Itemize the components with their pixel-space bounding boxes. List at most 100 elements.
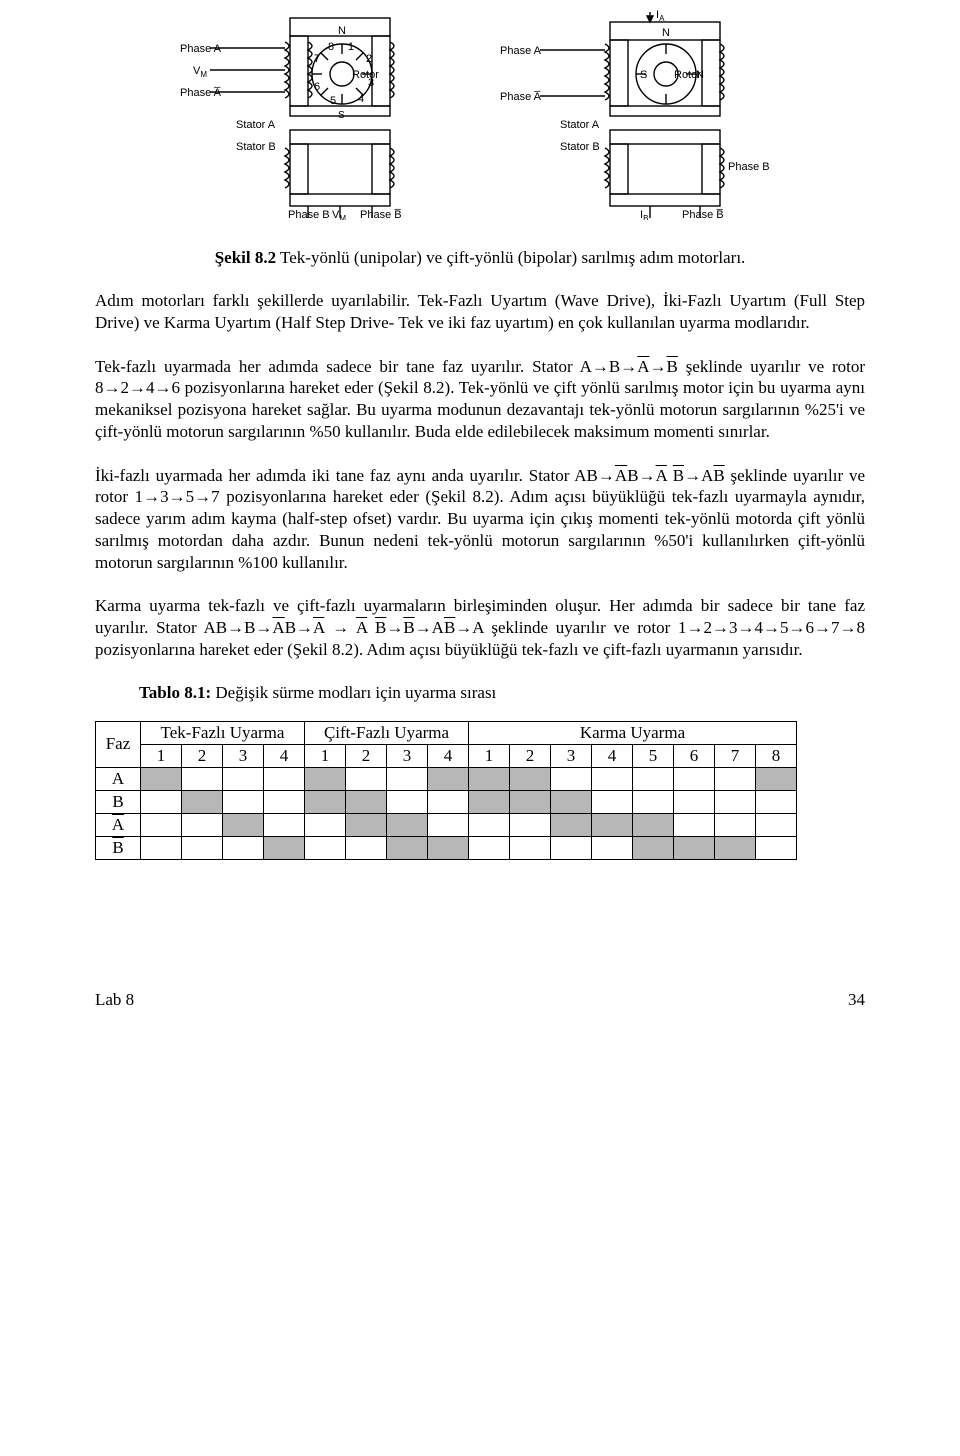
svg-text:IB: IB (640, 209, 648, 220)
svg-text:Phase A̅: Phase A̅ (500, 91, 542, 103)
table-cell (182, 813, 223, 836)
table-cell (346, 836, 387, 859)
table-cell (674, 790, 715, 813)
table-cell (141, 767, 182, 790)
table-cell (387, 836, 428, 859)
table-cell (756, 767, 797, 790)
table-cell (346, 790, 387, 813)
svg-text:1: 1 (348, 41, 354, 53)
label-stator-a: Stator A (236, 119, 276, 131)
table-cell (633, 767, 674, 790)
svg-text:8: 8 (328, 41, 334, 53)
table-cell (756, 790, 797, 813)
label-rotor: Rotor (352, 69, 379, 81)
table-cell (592, 836, 633, 859)
table-cell (510, 767, 551, 790)
table-cell (223, 767, 264, 790)
footer-right: 34 (848, 990, 865, 1010)
svg-text:S: S (640, 69, 647, 81)
table-header-faz: Faz (96, 721, 141, 767)
table-cell (469, 836, 510, 859)
excitation-table: Faz Tek-Fazlı Uyarma Çift-Fazlı Uyarma K… (95, 721, 797, 860)
table-header-single: Tek-Fazlı Uyarma (141, 721, 305, 744)
table-cell (715, 790, 756, 813)
table-cell (633, 813, 674, 836)
table-header-double: Çift-Fazlı Uyarma (305, 721, 469, 744)
label-phase-b: Phase B (288, 209, 330, 220)
paragraph-half-step: Karma uyarma tek-fazlı ve çift-fazlı uya… (95, 595, 865, 660)
svg-text:Phase B: Phase B (728, 161, 770, 173)
table-cell (346, 813, 387, 836)
table-cell (469, 767, 510, 790)
table-cell (305, 813, 346, 836)
table-cell (633, 836, 674, 859)
table-cell (264, 767, 305, 790)
footer-left: Lab 8 (95, 990, 134, 1010)
svg-text:N: N (338, 25, 346, 37)
svg-text:VM: VM (193, 65, 207, 79)
svg-text:S: S (338, 110, 345, 121)
label-phase-abar: Phase A̅ (180, 87, 222, 99)
row-label: B (96, 836, 141, 859)
figure-caption: Şekil 8.2 Tek-yönlü (unipolar) ve çift-y… (95, 248, 865, 268)
table-cell (551, 836, 592, 859)
paragraph-single-phase: Tek-fazlı uyarmada her adımda sadece bir… (95, 356, 865, 443)
table-cell (592, 767, 633, 790)
table-title: Tablo 8.1: Değişik sürme modları için uy… (139, 683, 865, 703)
table-cell (305, 836, 346, 859)
table-row: A (96, 813, 797, 836)
table-row: B (96, 836, 797, 859)
table-cell (182, 767, 223, 790)
table-cell (510, 790, 551, 813)
svg-text:3: 3 (368, 77, 374, 89)
table-cell (674, 813, 715, 836)
svg-text:Phase A: Phase A (500, 45, 542, 57)
table-cell (715, 836, 756, 859)
table-cell (551, 767, 592, 790)
table-cell (715, 767, 756, 790)
table-cell (428, 790, 469, 813)
svg-text:IA: IA (656, 10, 665, 23)
table-cell (592, 813, 633, 836)
table-cell (141, 836, 182, 859)
table-cell (223, 790, 264, 813)
table-cell (469, 790, 510, 813)
label-phase-bbar: Phase B̅ (360, 209, 402, 220)
table-cell (387, 767, 428, 790)
svg-text:4: 4 (358, 93, 364, 105)
svg-text:Stator B: Stator B (560, 141, 600, 153)
table-row: A (96, 767, 797, 790)
table-cell (551, 790, 592, 813)
row-label: A (96, 767, 141, 790)
table-cell (305, 790, 346, 813)
svg-text:Stator A: Stator A (560, 119, 600, 131)
table-cell (182, 836, 223, 859)
table-cell (264, 836, 305, 859)
paragraph-intro: Adım motorları farklı şekillerde uyarıla… (95, 290, 865, 334)
bipolar-motor-diagram: IA Phase A Phase A̅ Stator A Stator B Ro… (500, 10, 780, 220)
table-cell (264, 790, 305, 813)
label-phase-a: Phase A (180, 43, 222, 55)
table-cell (182, 790, 223, 813)
table-cell (469, 813, 510, 836)
table-cell (387, 813, 428, 836)
table-cell (141, 813, 182, 836)
table-cell (387, 790, 428, 813)
table-cell (141, 790, 182, 813)
table-row: B (96, 790, 797, 813)
table-cell (756, 813, 797, 836)
table-steps-row: 1 2 3 4 1 2 3 4 1 2 3 4 5 6 7 8 (96, 744, 797, 767)
table-cell (510, 836, 551, 859)
table-cell (674, 836, 715, 859)
table-cell (428, 836, 469, 859)
table-cell (428, 767, 469, 790)
label-stator-b: Stator B (236, 141, 276, 153)
table-cell (346, 767, 387, 790)
table-cell (715, 813, 756, 836)
row-label: B (96, 790, 141, 813)
svg-text:2: 2 (366, 53, 372, 65)
row-label: A (96, 813, 141, 836)
svg-text:Phase B̅: Phase B̅ (682, 209, 724, 220)
table-cell (305, 767, 346, 790)
svg-text:6: 6 (314, 81, 320, 93)
